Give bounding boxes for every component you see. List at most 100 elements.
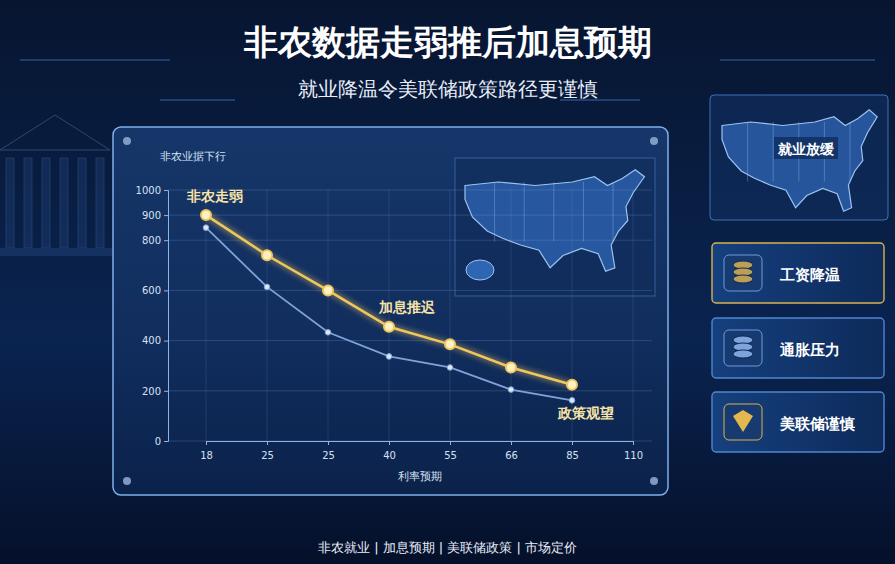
grid-line-y	[168, 240, 652, 241]
panel-screw	[123, 137, 131, 145]
card-icon	[733, 410, 753, 432]
building-column	[42, 158, 50, 248]
x-tick-mark	[328, 441, 329, 445]
card-icon	[733, 350, 753, 358]
y-tick-label: 800	[142, 235, 161, 246]
grid-line-y	[168, 390, 652, 391]
x-tick-label: 18	[200, 450, 213, 461]
x-axis: 18 25 25 40 55 66 85 110	[200, 441, 643, 461]
x-tick: 25	[322, 441, 335, 461]
x-tick-label: 110	[624, 450, 643, 461]
side-map-border	[747, 122, 748, 182]
building-decoration	[0, 115, 112, 256]
x-tick-mark	[450, 441, 451, 445]
card-label: 美联储谨慎	[779, 415, 855, 433]
side-map-border	[850, 122, 851, 182]
x-axis-title: 利率预期	[398, 470, 442, 483]
us-map-border	[494, 182, 495, 242]
map-label-patch	[774, 137, 838, 159]
footer: 非农就业 | 加息预期 | 美联储政策 | 市场定价	[318, 540, 577, 555]
x-tick-mark	[633, 441, 634, 445]
y-tick-label: 1000	[136, 185, 161, 196]
x-tick-label: 66	[505, 450, 518, 461]
y-tick-mark	[164, 290, 168, 291]
y-tick-mark	[164, 341, 168, 342]
plot-marks	[201, 210, 577, 403]
y-tick-mark	[164, 240, 168, 241]
grid-line-x	[511, 190, 512, 441]
series-point	[386, 354, 392, 360]
side-map	[722, 110, 877, 212]
grid-line-x	[328, 190, 329, 441]
series-point	[447, 365, 453, 371]
x-tick-label: 85	[566, 450, 579, 461]
card-label: 工资降温	[779, 266, 840, 284]
chart-panel	[113, 127, 668, 495]
card-icon	[733, 275, 753, 283]
series-point	[325, 330, 331, 336]
grid-line-x	[633, 190, 634, 441]
building-column	[24, 158, 32, 248]
building-column	[6, 158, 14, 248]
card: 工资降温	[712, 243, 884, 303]
x-tick-mark	[206, 441, 207, 445]
header-line	[720, 59, 875, 60]
x-axis-line	[207, 442, 634, 446]
y-axis-line	[164, 191, 169, 442]
series-point	[203, 225, 209, 231]
us-map-border	[553, 182, 554, 242]
y-tick: 200	[142, 386, 168, 397]
card-box	[712, 243, 884, 303]
x-tick-mark	[389, 441, 390, 445]
x-tick: 18	[200, 441, 213, 461]
series-line	[206, 215, 572, 385]
building-base	[0, 248, 112, 256]
x-tick-label: 55	[444, 450, 457, 461]
header-line	[160, 99, 235, 100]
card-label: 通胀压力	[779, 341, 840, 359]
x-tick-label: 40	[383, 450, 396, 461]
side-map-border	[773, 122, 774, 182]
y-tick-label: 200	[142, 386, 161, 397]
x-tick-mark	[267, 441, 268, 445]
us-map	[465, 170, 644, 272]
y-tick-mark	[164, 215, 168, 216]
y-tick-mark	[164, 391, 168, 392]
y-tick: 1000	[136, 185, 168, 196]
y-axis: 02004006008009001000	[136, 185, 169, 447]
y-axis-title: 非农业据下行	[160, 150, 226, 163]
subtitle: 就业降温令美联储政策路径更谨慎	[298, 77, 598, 101]
annotation: 非农走弱	[186, 188, 243, 204]
y-tick: 800	[142, 235, 168, 246]
grid-line-y	[168, 290, 652, 291]
series-point	[567, 380, 577, 390]
series-point	[508, 387, 514, 393]
x-tick: 25	[261, 441, 274, 461]
series-point	[384, 322, 394, 332]
annotation: 加息推迟	[378, 299, 436, 315]
grid-line-x	[389, 190, 390, 441]
x-tick-mark	[511, 441, 512, 445]
y-tick: 0	[155, 436, 168, 447]
us-map-border	[524, 182, 525, 242]
series-point	[445, 339, 455, 349]
header-line	[20, 59, 170, 60]
y-tick-mark	[164, 441, 168, 442]
y-tick-label: 0	[155, 436, 161, 447]
building-roof	[0, 115, 110, 150]
series-point	[262, 250, 272, 260]
map-frame	[455, 158, 655, 296]
card: 通胀压力	[712, 318, 884, 378]
background	[0, 0, 895, 564]
grid-line-y	[168, 215, 652, 216]
header-decoration	[20, 60, 875, 100]
card: 美联储谨慎	[712, 392, 884, 452]
y-tick: 400	[142, 335, 168, 346]
card-icon-box	[724, 330, 762, 366]
building-column	[96, 158, 104, 248]
us-map-border	[613, 182, 614, 242]
x-tick: 55	[444, 441, 457, 461]
series-line	[206, 228, 572, 401]
y-tick-label: 400	[142, 335, 161, 346]
series-point	[264, 284, 270, 290]
